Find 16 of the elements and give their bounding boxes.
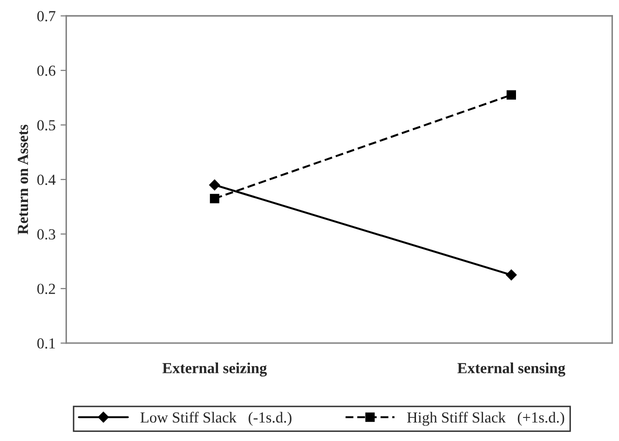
x-tick-label: External seizing — [162, 362, 267, 377]
y-tick-label: 0.7 — [37, 11, 56, 22]
point — [209, 180, 220, 190]
y-tick-label: 0.5 — [37, 120, 56, 130]
x-tick-label: External sensing — [457, 362, 566, 377]
legend-label: High Stiff Slack (+1s.d.) — [407, 412, 564, 426]
point — [506, 90, 516, 100]
y-tick-label: 0.2 — [37, 284, 55, 294]
point — [506, 269, 517, 280]
y-tick-label: 0.3 — [37, 229, 56, 240]
legend-label: Low Stiff Slack (-1s.d.) — [140, 412, 292, 426]
y-tick-label: 0.4 — [37, 174, 56, 186]
y-axis-title: Return on Assets — [18, 124, 28, 234]
y-tick-label: 0.1 — [37, 338, 55, 349]
point — [210, 194, 220, 204]
y-tick-label: 0.6 — [37, 66, 56, 76]
